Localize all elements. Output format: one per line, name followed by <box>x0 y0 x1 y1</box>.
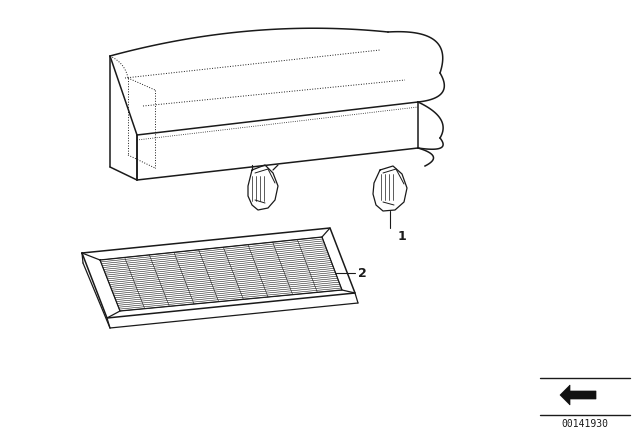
Text: 1: 1 <box>398 230 407 243</box>
Text: 00141930: 00141930 <box>561 419 609 429</box>
Polygon shape <box>560 385 596 405</box>
Text: 2: 2 <box>358 267 367 280</box>
